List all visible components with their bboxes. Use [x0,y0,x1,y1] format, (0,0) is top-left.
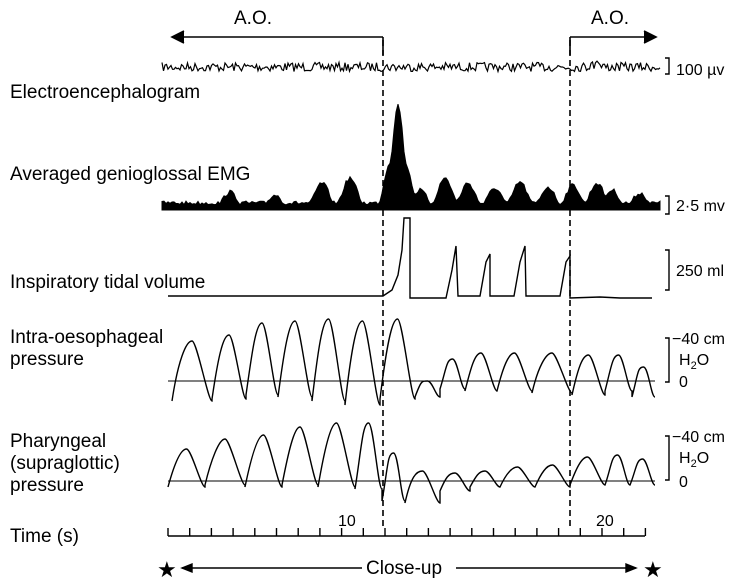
oesophageal-label-line1: Intra-oesophageal [10,327,163,348]
close-up-label: Close-up [366,558,442,579]
oesophageal-scale-unit: H2O [679,352,709,372]
tidal-volume-label: Inspiratory tidal volume [10,272,205,293]
pharyngeal-scale-top: −40 cm [672,429,725,446]
oesophageal-scale-top: −40 cm [672,331,725,348]
eeg-scale-label: 100 µv [676,62,724,79]
pharyngeal-scale-bar [665,435,670,481]
star-right-icon: ★ [643,558,663,579]
pharyngeal-label-line1: Pharyngeal [10,431,106,452]
tidal-volume-scale-label: 250 ml [676,263,724,280]
apnea-label-left: A.O. [234,8,272,29]
apnea-label-right: A.O. [591,8,629,29]
pharyngeal-scale-unit: H2O [679,450,709,470]
event-lines [382,40,571,530]
eeg-trace [161,60,661,74]
oesophageal-pressure-trace [171,318,656,406]
eeg-label: Electroencephalogram [10,82,200,103]
time-tick-label-10: 10 [338,513,356,530]
oesophageal-scale-bar [665,337,670,383]
oesophageal-scale-zero: 0 [679,374,688,391]
pharyngeal-label-line2: (supraglottic) [10,453,120,474]
emg-scale-bar [665,195,670,215]
eeg-scale-bar [665,57,670,75]
emg-label: Averaged genioglossal EMG [10,164,250,185]
emg-scale-label: 2·5 mv [676,198,725,215]
time-axis [167,528,647,537]
tidal-volume-scale-bar [665,249,670,291]
pharyngeal-scale-zero: 0 [679,474,688,491]
emg-trace [161,103,661,211]
pharyngeal-label-line3: pressure [10,475,84,496]
close-up-arrow [180,562,638,574]
time-axis-label: Time (s) [10,526,79,547]
time-tick-label-20: 20 [596,513,614,530]
apnea-arrows [170,30,658,55]
pharyngeal-pressure-trace [167,422,656,504]
oesophageal-label-line2: pressure [10,349,84,370]
star-left-icon: ★ [157,558,177,579]
tidal-volume-trace [168,217,652,299]
